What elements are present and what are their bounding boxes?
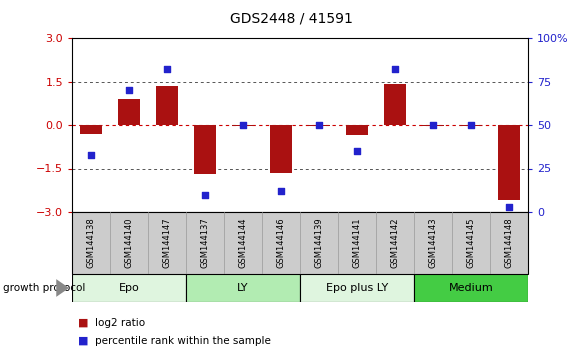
Point	[201, 192, 210, 198]
Text: GSM144141: GSM144141	[353, 218, 361, 268]
Text: GSM144145: GSM144145	[466, 218, 476, 268]
Text: GSM144137: GSM144137	[201, 218, 209, 268]
Text: Medium: Medium	[449, 283, 493, 293]
Text: GSM144140: GSM144140	[125, 218, 134, 268]
Bar	[300, 274, 414, 302]
Text: ■: ■	[78, 318, 89, 328]
Text: GSM144139: GSM144139	[314, 218, 324, 268]
Text: GSM144138: GSM144138	[86, 218, 96, 268]
Text: GSM144146: GSM144146	[276, 218, 286, 268]
Text: LY: LY	[237, 283, 249, 293]
Text: Epo: Epo	[118, 283, 139, 293]
Text: GSM144148: GSM144148	[504, 218, 514, 268]
Point	[504, 204, 514, 210]
Text: GSM144144: GSM144144	[238, 218, 248, 268]
Bar	[194, 125, 216, 174]
Bar	[269, 125, 293, 173]
Point	[352, 148, 361, 154]
Text: GSM144142: GSM144142	[391, 218, 399, 268]
Text: ■: ■	[78, 336, 89, 346]
Bar	[308, 125, 331, 126]
Text: GDS2448 / 41591: GDS2448 / 41591	[230, 12, 353, 26]
Point	[276, 188, 286, 194]
Bar	[118, 99, 141, 125]
Bar	[422, 125, 444, 126]
Bar	[156, 86, 178, 125]
Point	[162, 67, 171, 72]
Text: Epo plus LY: Epo plus LY	[326, 283, 388, 293]
Bar	[414, 274, 528, 302]
Text: percentile rank within the sample: percentile rank within the sample	[95, 336, 271, 346]
Point	[314, 122, 324, 128]
Bar	[459, 125, 482, 126]
Point	[124, 87, 134, 93]
Text: growth protocol: growth protocol	[3, 283, 85, 293]
Bar	[231, 125, 254, 126]
Bar	[186, 274, 300, 302]
Bar	[80, 125, 103, 134]
Point	[391, 67, 400, 72]
Point	[86, 152, 96, 158]
Bar	[72, 274, 186, 302]
Point	[238, 122, 248, 128]
Text: GSM144147: GSM144147	[163, 218, 171, 268]
Bar	[384, 84, 406, 125]
Point	[429, 122, 438, 128]
Text: log2 ratio: log2 ratio	[95, 318, 145, 328]
Point	[466, 122, 476, 128]
Bar	[346, 125, 368, 135]
Bar	[498, 125, 521, 200]
Text: GSM144143: GSM144143	[429, 218, 437, 268]
